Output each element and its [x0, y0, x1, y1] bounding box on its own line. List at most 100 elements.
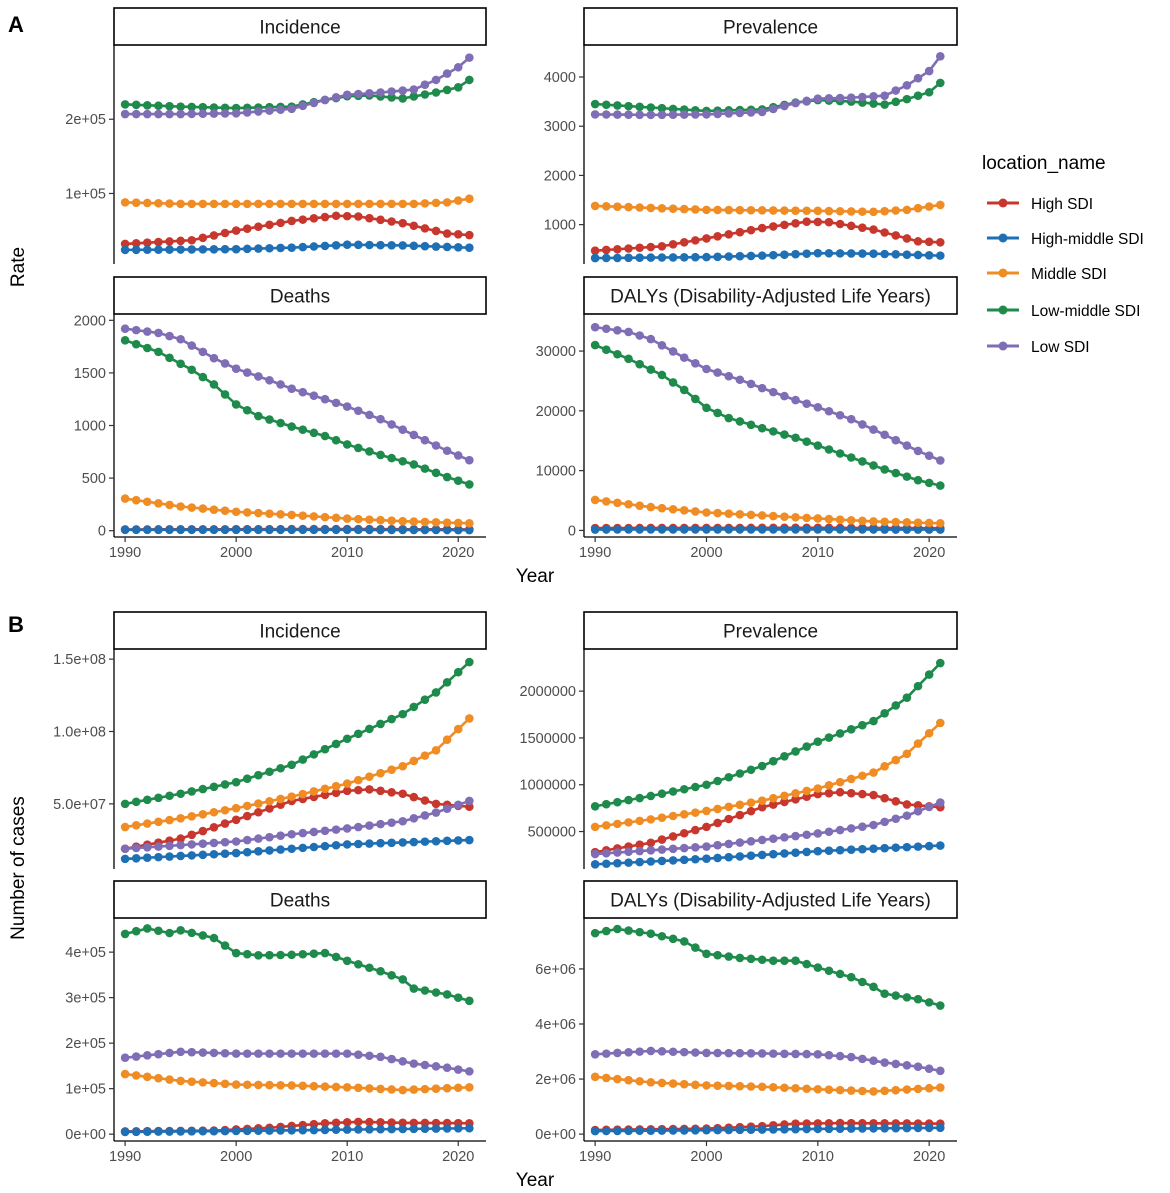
data-point	[802, 830, 811, 840]
data-point	[713, 109, 722, 119]
data-point	[668, 1126, 678, 1135]
data-point	[746, 510, 756, 520]
data-point	[320, 1082, 330, 1091]
data-point	[624, 818, 633, 827]
data-point	[757, 1082, 767, 1092]
data-point	[891, 206, 901, 215]
data-point	[813, 441, 823, 450]
data-point	[331, 1125, 341, 1135]
data-point	[276, 1126, 285, 1135]
data-point	[768, 956, 778, 965]
data-point	[465, 1123, 474, 1133]
data-point	[657, 1126, 667, 1135]
data-point	[276, 418, 285, 428]
data-point	[791, 747, 800, 756]
data-point	[431, 242, 441, 251]
data-point	[131, 198, 141, 207]
data-point	[409, 702, 419, 712]
data-point	[601, 245, 611, 255]
data-point	[657, 525, 667, 534]
y-tick-label: 3e+05	[65, 991, 106, 1007]
data-point	[668, 110, 678, 119]
data-point	[813, 217, 823, 227]
data-point	[198, 347, 208, 357]
data-point	[342, 824, 352, 833]
data-point	[891, 468, 901, 478]
data-point	[376, 450, 385, 460]
data-point	[735, 227, 745, 237]
data-point	[869, 225, 878, 234]
data-point	[409, 525, 419, 535]
x-tick-label: 2020	[913, 1149, 945, 1165]
data-point	[154, 245, 163, 254]
data-point	[431, 688, 441, 697]
data-point	[835, 1051, 845, 1061]
data-point	[409, 92, 419, 101]
data-point	[398, 1124, 408, 1134]
data-point	[724, 839, 734, 849]
data-point	[757, 383, 767, 393]
data-point	[265, 243, 274, 253]
data-point	[902, 800, 912, 809]
data-point	[143, 109, 152, 119]
data-point	[287, 422, 296, 431]
data-point	[354, 212, 363, 221]
data-point	[780, 797, 789, 807]
data-point	[635, 203, 644, 212]
data-point	[453, 518, 463, 528]
data-point	[702, 403, 711, 413]
facet-a-deaths: Deaths 1990 2000 2010 2020 0 500 1000 1500 2000	[74, 276, 487, 561]
data-point	[365, 525, 374, 535]
data-point	[679, 1126, 689, 1135]
data-point	[858, 249, 867, 258]
data-point	[465, 480, 474, 489]
data-point	[902, 749, 912, 759]
data-point	[398, 709, 408, 719]
series-high-sdi	[120, 211, 474, 249]
data-point	[713, 840, 722, 850]
data-point	[465, 1067, 474, 1076]
data-point	[342, 1049, 352, 1058]
data-point	[387, 1054, 396, 1064]
facet-b-prevalence: Prevalence 500000 1000000 1500000 2000000	[520, 611, 958, 869]
data-point	[187, 525, 197, 535]
data-point	[120, 324, 130, 334]
data-point	[376, 199, 385, 209]
data-point	[846, 515, 856, 525]
data-point	[869, 517, 878, 526]
data-point	[924, 998, 934, 1007]
data-point	[624, 795, 633, 805]
data-point	[813, 1049, 823, 1059]
data-point	[120, 494, 130, 503]
data-point	[265, 199, 274, 209]
y-tick-label: 2e+05	[65, 1036, 106, 1052]
data-point	[613, 1126, 622, 1136]
data-point	[813, 737, 823, 746]
data-point	[601, 848, 611, 858]
y-tick-label: 1.5e+08	[53, 652, 106, 668]
data-point	[431, 517, 441, 527]
data-point	[646, 929, 656, 938]
data-point	[646, 1046, 656, 1056]
data-point	[780, 512, 789, 521]
data-point	[846, 453, 856, 462]
data-point	[198, 504, 208, 513]
data-point	[398, 789, 408, 799]
data-point	[354, 199, 363, 209]
data-point	[120, 239, 130, 249]
data-point	[354, 775, 363, 785]
facet-strip-title: Deaths	[270, 287, 330, 308]
data-point	[691, 252, 700, 262]
data-point	[365, 1051, 374, 1061]
y-tick-label: 0	[98, 524, 106, 540]
data-point	[624, 327, 633, 337]
data-point	[265, 525, 274, 535]
data-point	[320, 784, 330, 794]
data-point	[209, 1048, 219, 1058]
x-tick-label: 2010	[802, 545, 834, 561]
data-point	[768, 834, 778, 843]
data-point	[453, 800, 463, 810]
data-point	[220, 109, 230, 118]
data-point	[846, 1086, 856, 1095]
